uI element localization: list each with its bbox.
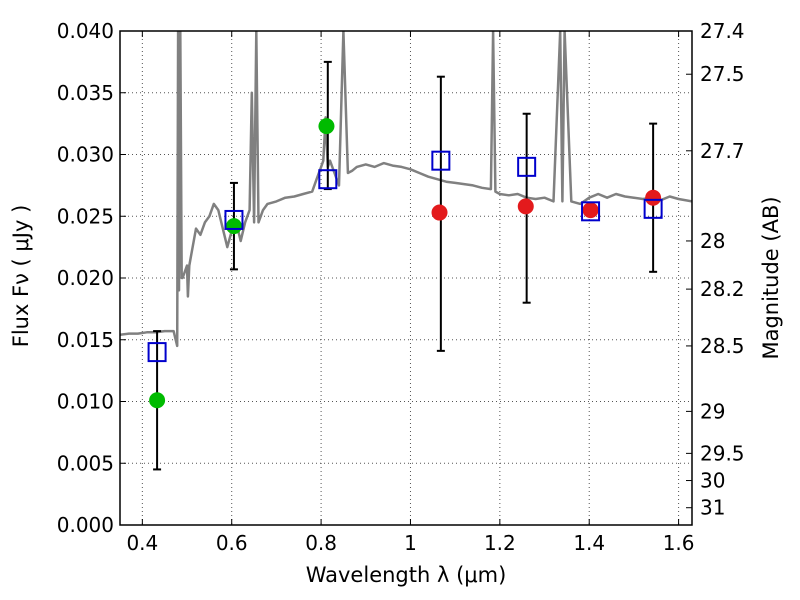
right-tick-label: 27.7 bbox=[700, 139, 745, 163]
x-tick-label: 1.4 bbox=[573, 531, 605, 555]
data-points bbox=[147, 118, 663, 409]
y-tick-label: 0.030 bbox=[57, 143, 114, 167]
error-bars bbox=[153, 60, 658, 471]
red-point bbox=[431, 204, 448, 221]
right-tick-label: 29.5 bbox=[700, 441, 745, 465]
tick-labels: 0.4 0.6 0.8 1 1.2 1.4 1.6 0.000 0.005 0.010 0.015 0… bbox=[57, 19, 745, 555]
model-square bbox=[431, 150, 451, 171]
green-point bbox=[225, 218, 242, 235]
right-tick-label: 30 bbox=[700, 469, 725, 493]
y-axis-label: Flux Fν ( μJy ) bbox=[9, 205, 33, 348]
y-tick-label: 0.035 bbox=[57, 81, 114, 105]
model-square bbox=[318, 169, 338, 190]
grid bbox=[120, 30, 692, 526]
red-point bbox=[582, 202, 599, 219]
right-tick-label: 28 bbox=[700, 229, 725, 253]
model-square bbox=[517, 156, 537, 177]
plot-frame bbox=[119, 30, 693, 526]
x-axis-label: Wavelength λ (μm) bbox=[306, 563, 507, 587]
x-tick-label: 1.2 bbox=[484, 531, 516, 555]
spectrum-line bbox=[120, 31, 692, 348]
right-tick-label: 29 bbox=[700, 399, 725, 423]
model-square bbox=[581, 201, 601, 222]
right-tick-label: 27.4 bbox=[700, 19, 745, 43]
model-square bbox=[643, 198, 663, 219]
green-point bbox=[149, 392, 166, 409]
y-tick-label: 0.005 bbox=[57, 451, 114, 475]
y-tick-label: 0.025 bbox=[57, 204, 114, 228]
y-tick-label: 0.040 bbox=[57, 19, 114, 43]
red-point bbox=[645, 189, 662, 206]
red-point bbox=[517, 198, 534, 215]
x-tick-label: 0.4 bbox=[126, 531, 158, 555]
y-tick-label: 0.015 bbox=[57, 328, 114, 352]
spectrum-layer bbox=[120, 31, 692, 348]
x-tick-label: 1.6 bbox=[663, 531, 695, 555]
y-tick-label: 0.000 bbox=[57, 513, 114, 537]
y-tick-label: 0.020 bbox=[57, 266, 114, 290]
right-tick-label: 27.5 bbox=[700, 62, 745, 86]
axes bbox=[119, 30, 693, 526]
right-tick-label: 28.2 bbox=[700, 277, 745, 301]
y-axis-right-label: Magnitude (AB) bbox=[759, 196, 783, 359]
model-square bbox=[147, 342, 167, 363]
green-point bbox=[318, 118, 335, 135]
x-tick-label: 0.8 bbox=[305, 531, 337, 555]
model-square bbox=[224, 209, 244, 230]
y-tick-label: 0.010 bbox=[57, 390, 114, 414]
right-tick-label: 31 bbox=[700, 496, 725, 520]
x-tick-label: 0.6 bbox=[216, 531, 248, 555]
x-tick-label: 1 bbox=[404, 531, 417, 555]
right-tick-label: 28.5 bbox=[700, 334, 745, 358]
